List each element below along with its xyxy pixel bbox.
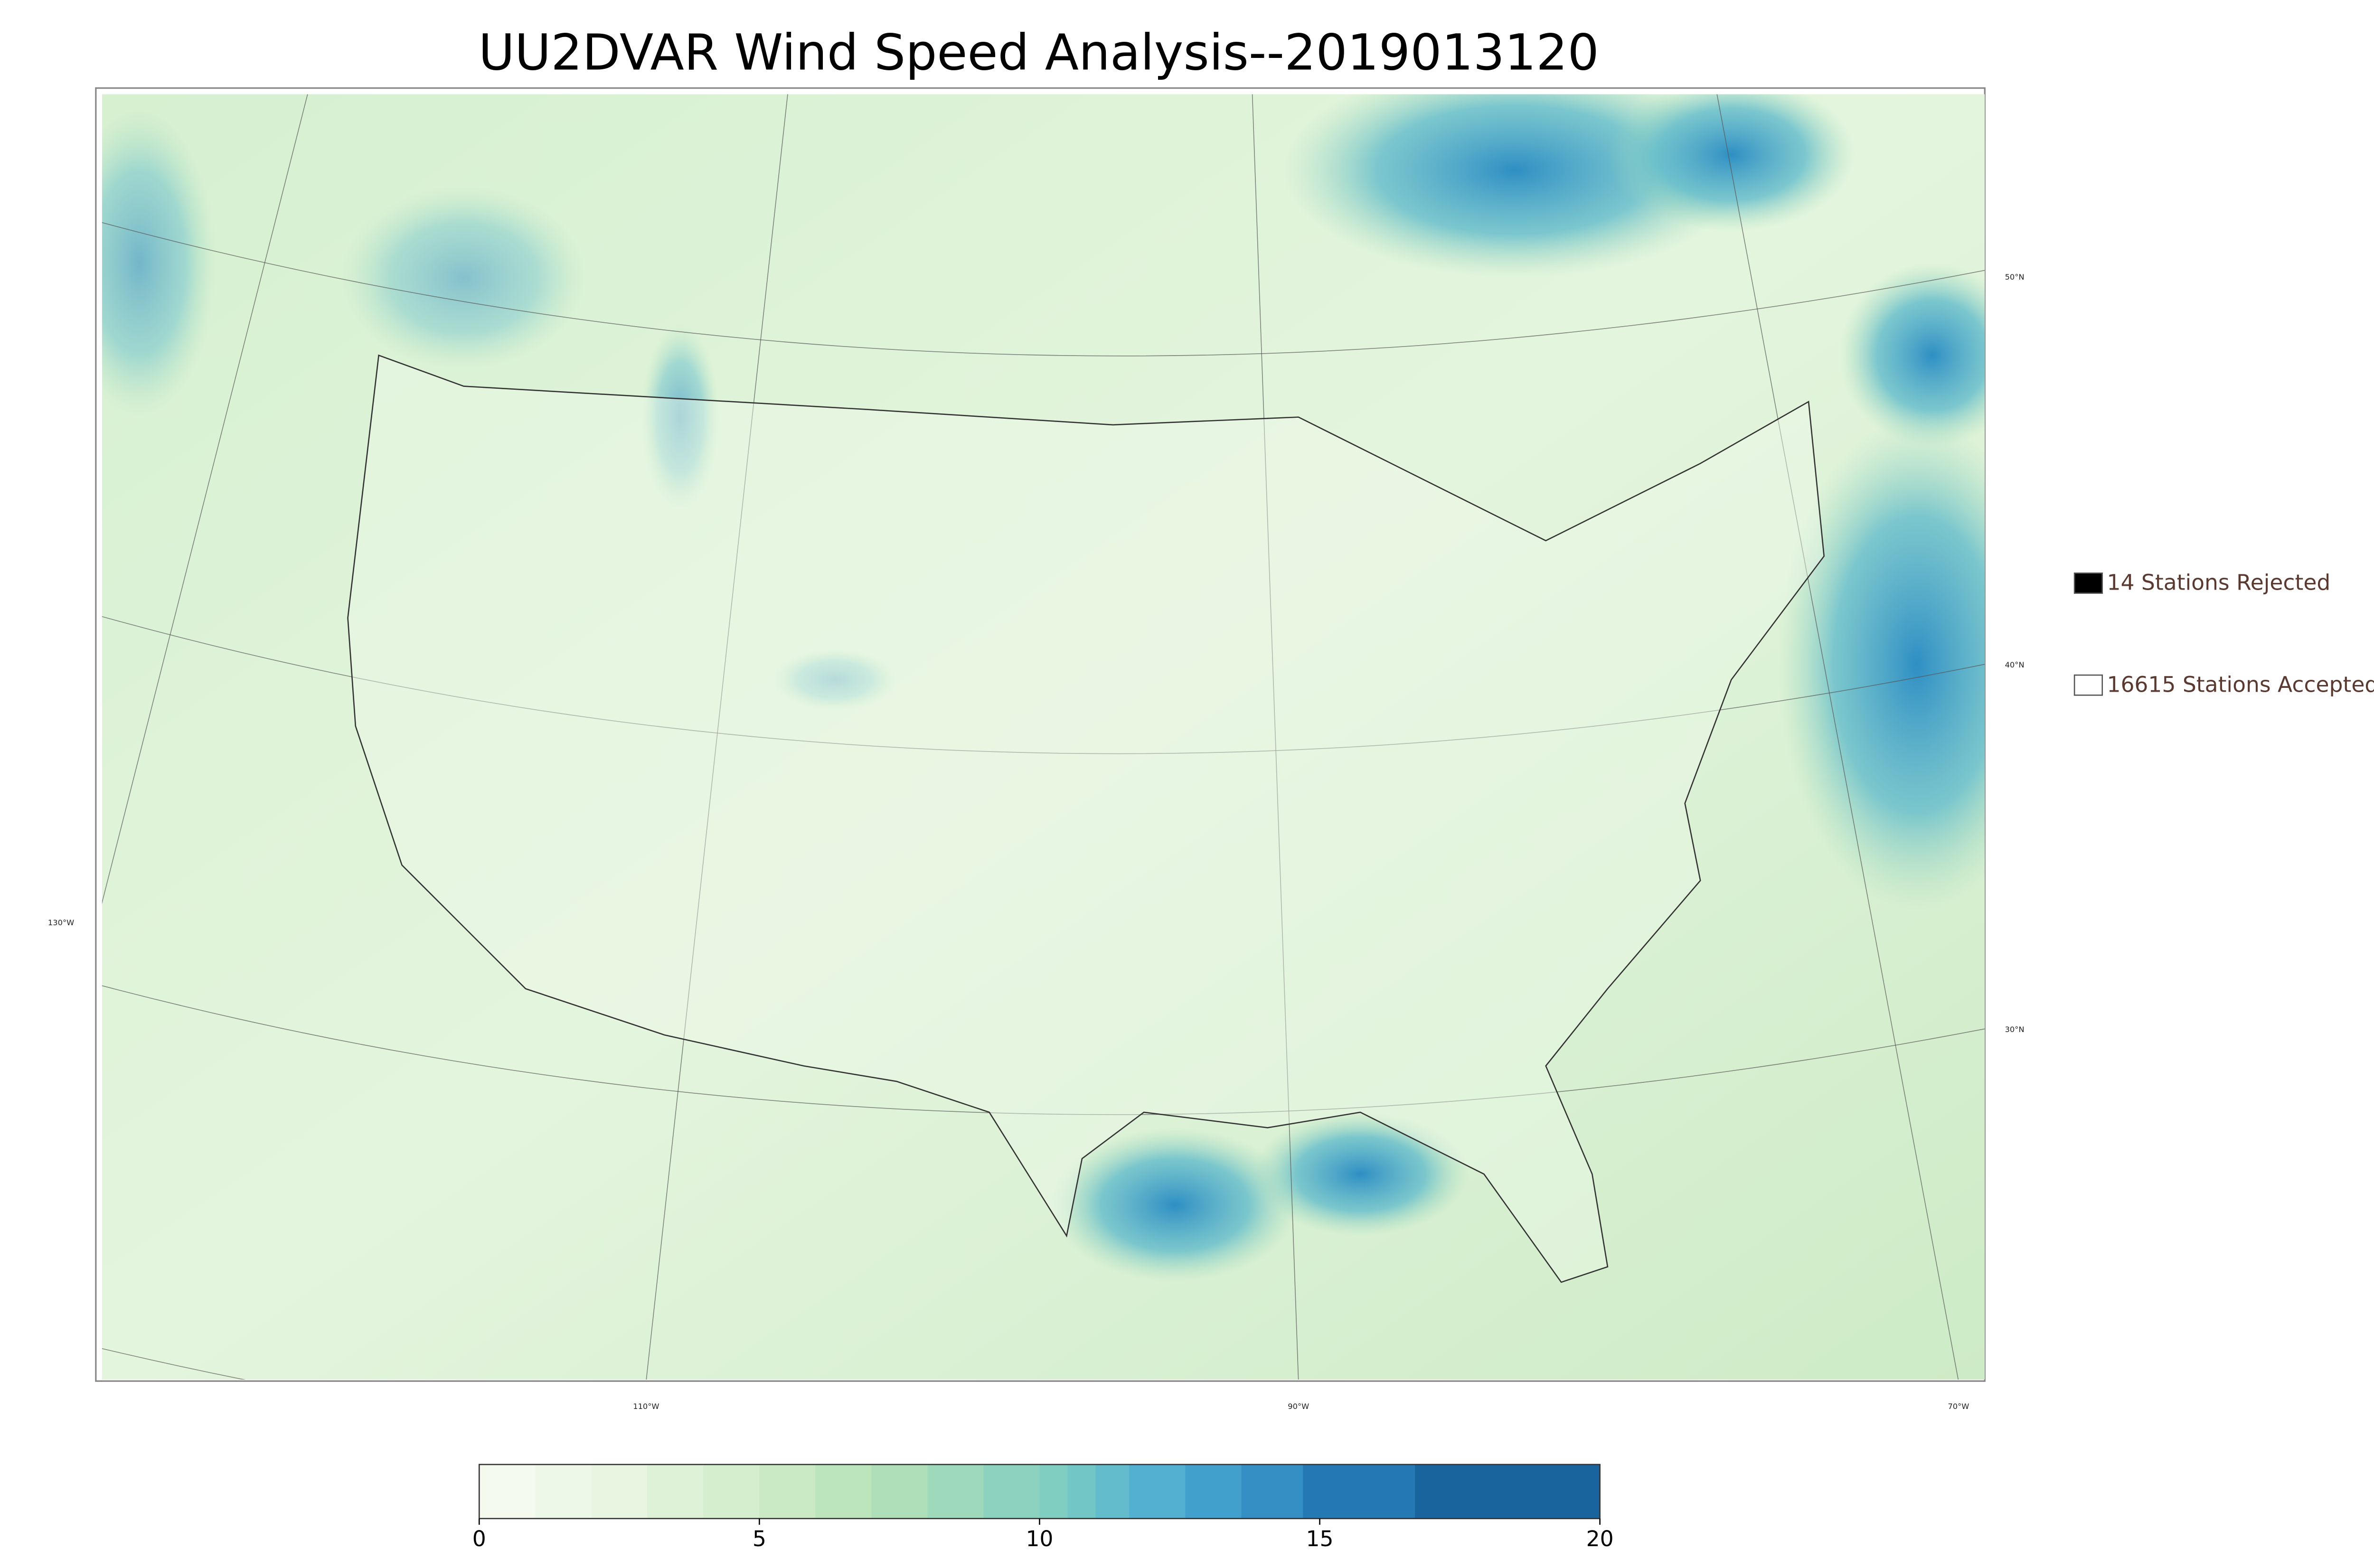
wind-field <box>102 108 217 417</box>
colorbar-tick-label: 5 <box>753 1526 766 1551</box>
colorbar-bin <box>1241 1464 1304 1519</box>
wind-field <box>1839 263 1985 448</box>
graticule <box>1252 94 1299 1380</box>
colorbar-bin <box>1185 1464 1242 1519</box>
colorbar-tick-label: 20 <box>1586 1526 1614 1551</box>
colorbar-bin <box>479 1464 536 1519</box>
wind-field <box>1607 94 1855 232</box>
title: UU2DVAR Wind Speed Analysis--2019013120 <box>479 23 1599 81</box>
legend-label: 14 Stations Rejected <box>2107 570 2330 595</box>
wind-field <box>1252 1112 1469 1236</box>
lon-label: 70°W <box>1948 1402 1969 1411</box>
colorbar-bin <box>1067 1464 1096 1519</box>
colorbar-bin <box>1039 1464 1068 1519</box>
colorbar-bin <box>703 1464 760 1519</box>
graticule <box>646 94 788 1380</box>
colorbar-tick-label: 15 <box>1306 1526 1334 1551</box>
colorbar-bin <box>927 1464 984 1519</box>
map <box>102 94 1985 1380</box>
graticule <box>102 616 1985 754</box>
wind-field <box>772 648 897 711</box>
colorbar-bin <box>815 1464 872 1519</box>
lon-label: 130°W <box>48 918 74 927</box>
wind-field <box>340 185 588 371</box>
graticule <box>102 222 1985 357</box>
graticule <box>102 985 1985 1115</box>
colorbar-tick-label: 10 <box>1026 1526 1053 1551</box>
graticule <box>1716 94 1959 1380</box>
colorbar-bin <box>1415 1464 1601 1519</box>
colorbar-tick-label: 0 <box>472 1526 486 1551</box>
legend: 14 Stations Rejected 16615 Stations Accep… <box>2073 570 2374 697</box>
colorbar-bin <box>647 1464 704 1519</box>
colorbar-bin <box>535 1464 592 1519</box>
colorbar: 0 5 10 15 20 <box>472 1464 1614 1551</box>
legend-label: 16615 Stations Accepted <box>2107 672 2374 697</box>
lon-label: 90°W <box>1288 1402 1309 1411</box>
colorbar-bin <box>871 1464 928 1519</box>
lon-label: 110°W <box>633 1402 659 1411</box>
colorbar-bin <box>1095 1464 1130 1519</box>
wind-field <box>1051 1127 1299 1282</box>
graticule <box>102 94 308 904</box>
colorbar-bin <box>1303 1464 1416 1519</box>
lat-label: 40°N <box>2005 660 2025 669</box>
colorbar-bin <box>1129 1464 1186 1519</box>
lat-label: 50°N <box>2005 272 2025 282</box>
land-outline <box>347 354 1825 1283</box>
colorbar-bin <box>591 1464 648 1519</box>
legend-swatch <box>2073 573 2103 594</box>
wind-field <box>641 324 719 510</box>
legend-swatch <box>2073 674 2103 696</box>
wind-field <box>1778 417 1985 911</box>
lat-label: 30°N <box>2005 1025 2025 1034</box>
colorbar-bin <box>983 1464 1040 1519</box>
colorbar-bin <box>759 1464 816 1519</box>
